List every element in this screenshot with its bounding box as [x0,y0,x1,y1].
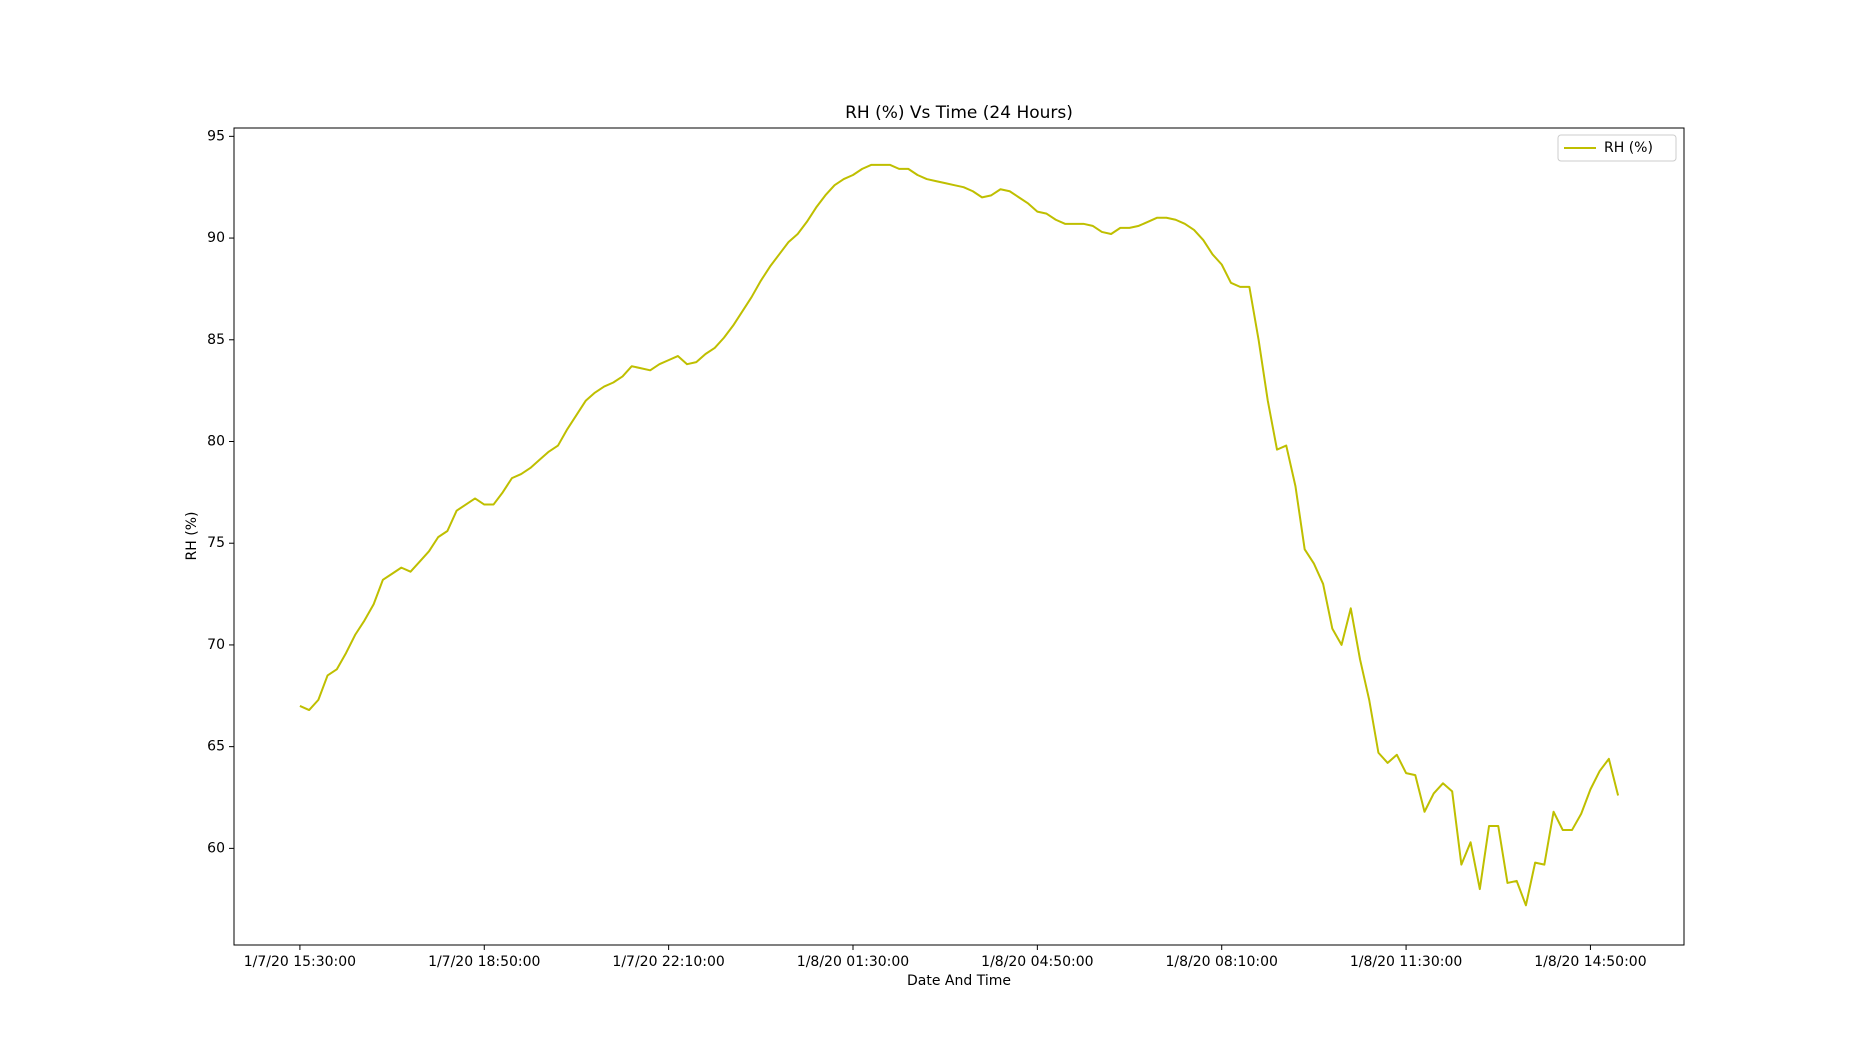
x-tick-label: 1/8/20 04:50:00 [981,954,1093,970]
x-tick-label: 1/7/20 18:50:00 [428,954,540,970]
legend-box [1557,134,1677,162]
plot-frame [233,127,1685,946]
y-tick-label: 70 [207,637,225,653]
x-tick-label: 1/7/20 15:30:00 [244,954,356,970]
x-axis-label: Date And Time [907,973,1011,989]
y-tick-label: 80 [207,433,225,449]
y-tick-label: 90 [207,230,225,246]
chart-title: RH (%) Vs Time (24 Hours) [845,103,1073,123]
x-tick-label: 1/8/20 11:30:00 [1350,954,1462,970]
y-tick-label: 60 [207,840,225,856]
data-line [299,163,1620,907]
x-tick-label: 1/8/20 08:10:00 [1166,954,1278,970]
y-tick-label: 85 [207,332,225,348]
x-tick-label: 1/8/20 01:30:00 [797,954,909,970]
legend-label: RH (%) [1604,140,1653,156]
y-axis-label: RH (%) [184,512,200,561]
y-tick-label: 75 [207,535,225,551]
x-tick-label: 1/7/20 22:10:00 [612,954,724,970]
y-tick-label: 65 [207,739,225,755]
x-tick-label: 1/8/20 14:50:00 [1534,954,1646,970]
y-tick-label: 95 [207,128,225,144]
